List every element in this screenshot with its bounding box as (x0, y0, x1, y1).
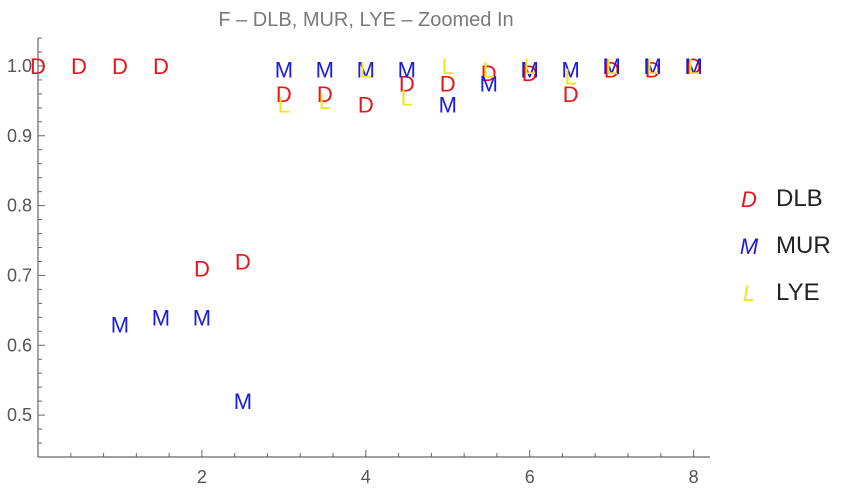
data-point-dlb: D (399, 71, 415, 96)
data-point-lye: L (401, 85, 413, 110)
legend-marker: L (743, 281, 755, 306)
data-point-dlb: D (71, 54, 87, 79)
data-point-lye: L (606, 54, 618, 79)
data-point-mur: M (152, 305, 170, 330)
data-point-dlb: D (317, 82, 333, 107)
legend: D DLB M MUR L LYE (740, 185, 831, 306)
legend-label: MUR (776, 232, 831, 259)
y-tick-label: 0.5 (7, 405, 32, 425)
y-tick-label: 0.6 (7, 335, 32, 355)
series-lye: L L L L L L L L L L L (278, 54, 700, 117)
data-point-dlb: D (645, 57, 661, 82)
series-dlb: D D D DD DD D DD D D DDD D D (30, 54, 702, 282)
y-tick-label: 0.7 (7, 265, 32, 285)
data-point-lye: L (524, 54, 536, 79)
data-point-dlb: D (481, 61, 497, 86)
data-point-mur: M (439, 92, 457, 117)
data-point-mur: M (562, 57, 580, 82)
data-point-dlb: D (522, 61, 538, 86)
chart-title: F – DLB, MUR, LYE – Zoomed In (218, 9, 513, 31)
data-point-lye: L (565, 64, 577, 89)
data-point-mur: M (521, 57, 539, 82)
data-point-dlb: D (440, 71, 456, 96)
x-tick-label: 4 (361, 467, 371, 487)
data-point-dlb: D (686, 54, 702, 79)
data-point-dlb: D (112, 54, 128, 79)
data-point-dlb: D (194, 256, 210, 281)
data-point-mur: M (357, 57, 375, 82)
data-point-lye: L (442, 54, 454, 79)
data-point-lye: L (319, 89, 331, 114)
data-point-dlb: D (563, 82, 579, 107)
data-point-lye: L (647, 54, 659, 79)
data-point-mur: M (643, 54, 661, 79)
y-tick-label: 0.8 (7, 196, 32, 216)
data-point-lye: L (360, 57, 372, 82)
legend-label: DLB (776, 185, 823, 212)
data-point-dlb: D (276, 82, 292, 107)
data-point-dlb: D (235, 249, 251, 274)
data-point-lye: L (483, 57, 495, 82)
legend-marker: D (741, 187, 757, 212)
x-tick-label: 8 (689, 467, 699, 487)
data-point-dlb: D (153, 54, 169, 79)
data-point-mur: M (111, 312, 129, 337)
data-point-dlb: D (358, 92, 374, 117)
x-tick-label: 6 (525, 467, 535, 487)
data-point-lye: L (687, 54, 699, 79)
data-point-mur: M (398, 57, 416, 82)
legend-marker: M (740, 234, 759, 259)
data-point-mur: M (316, 57, 334, 82)
data-point-mur: M (684, 54, 702, 79)
data-point-mur: M (602, 54, 620, 79)
y-tick-label: 0.9 (7, 126, 32, 146)
data-point-dlb: D (604, 57, 620, 82)
data-point-mur: M (234, 389, 252, 414)
data-point-mur: M (480, 71, 498, 96)
data-point-dlb: D (30, 54, 46, 79)
data-point-mur: M (193, 305, 211, 330)
data-point-lye: L (278, 92, 290, 117)
data-point-mur: M (275, 57, 293, 82)
axes: 2 4 6 8 0.5 0.6 0.7 0.8 0.9 1.0 (7, 37, 710, 487)
legend-label: LYE (776, 279, 820, 306)
y-tick-label: 1.0 (7, 56, 32, 76)
x-tick-label: 2 (197, 467, 207, 487)
